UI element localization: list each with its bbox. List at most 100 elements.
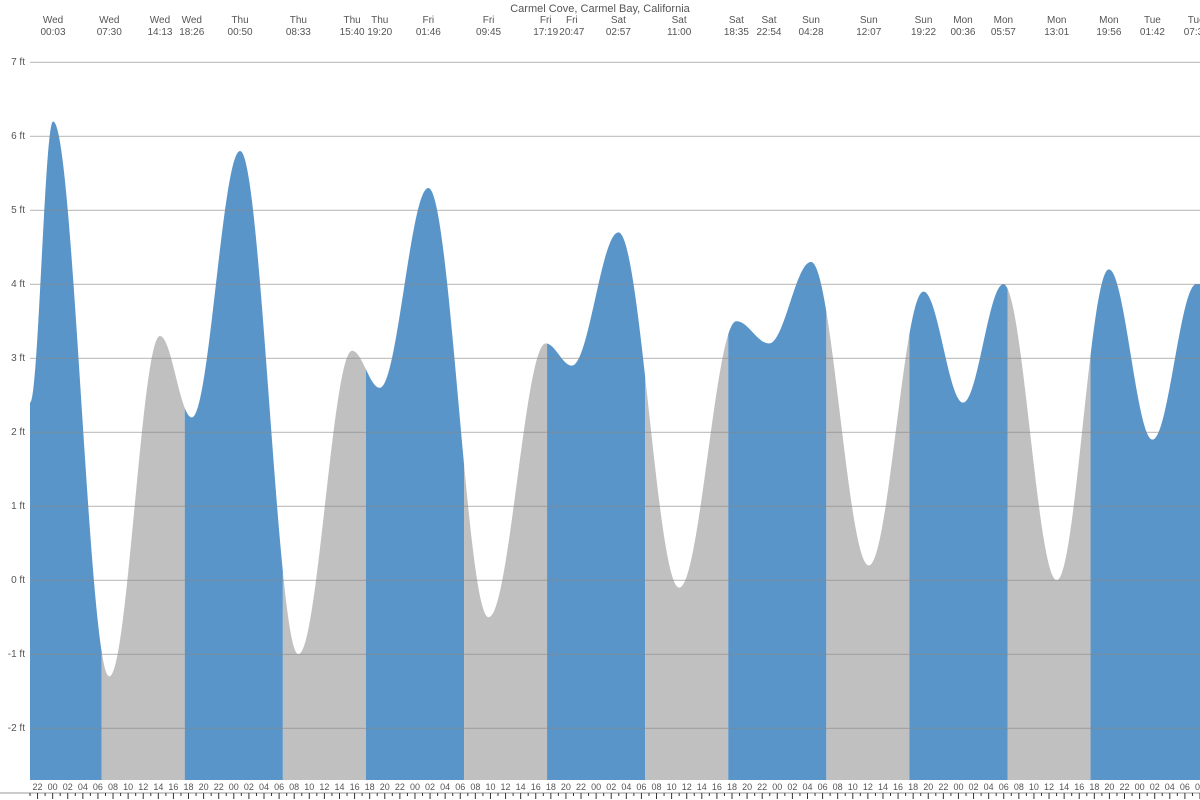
chart-title: Carmel Cove, Carmel Bay, California — [510, 3, 690, 15]
svg-text:11:00: 11:00 — [667, 27, 692, 38]
svg-text:04: 04 — [802, 782, 812, 792]
svg-text:-1 ft: -1 ft — [8, 649, 25, 660]
svg-text:19:56: 19:56 — [1096, 27, 1121, 38]
svg-text:14: 14 — [153, 782, 163, 792]
svg-text:02: 02 — [1150, 782, 1160, 792]
svg-text:22: 22 — [757, 782, 767, 792]
svg-text:20: 20 — [742, 782, 752, 792]
svg-text:02: 02 — [787, 782, 797, 792]
svg-text:12: 12 — [138, 782, 148, 792]
svg-text:00: 00 — [591, 782, 601, 792]
svg-text:20:47: 20:47 — [559, 27, 584, 38]
svg-text:18: 18 — [184, 782, 194, 792]
x-minor-ticks — [0, 793, 1200, 799]
svg-text:3 ft: 3 ft — [11, 353, 25, 364]
svg-text:10: 10 — [667, 782, 677, 792]
svg-text:04: 04 — [78, 782, 88, 792]
svg-text:06: 06 — [636, 782, 646, 792]
svg-text:Thu: Thu — [343, 15, 360, 26]
svg-text:16: 16 — [893, 782, 903, 792]
svg-text:02: 02 — [969, 782, 979, 792]
svg-text:Mon: Mon — [994, 15, 1013, 26]
svg-text:Sat: Sat — [611, 15, 626, 26]
svg-text:08:33: 08:33 — [286, 27, 311, 38]
svg-text:Mon: Mon — [953, 15, 972, 26]
svg-text:07:30: 07:30 — [1184, 27, 1200, 38]
svg-text:1 ft: 1 ft — [11, 501, 25, 512]
svg-text:22: 22 — [576, 782, 586, 792]
svg-text:22: 22 — [33, 782, 43, 792]
svg-text:4 ft: 4 ft — [11, 279, 25, 290]
svg-text:12: 12 — [501, 782, 511, 792]
svg-text:Sat: Sat — [761, 15, 776, 26]
chart-svg: -2 ft-1 ft0 ft1 ft2 ft3 ft4 ft5 ft6 ft7 … — [0, 0, 1200, 800]
svg-text:12: 12 — [1044, 782, 1054, 792]
svg-text:Thu: Thu — [290, 15, 307, 26]
svg-text:06: 06 — [1180, 782, 1190, 792]
svg-text:04: 04 — [259, 782, 269, 792]
svg-text:08: 08 — [289, 782, 299, 792]
svg-text:18: 18 — [727, 782, 737, 792]
svg-text:Fri: Fri — [422, 15, 434, 26]
svg-text:06: 06 — [455, 782, 465, 792]
svg-text:20: 20 — [561, 782, 571, 792]
svg-text:-2 ft: -2 ft — [8, 723, 25, 734]
svg-text:00:03: 00:03 — [41, 27, 66, 38]
svg-text:02: 02 — [606, 782, 616, 792]
svg-text:18: 18 — [1089, 782, 1099, 792]
svg-text:02: 02 — [63, 782, 73, 792]
svg-text:04: 04 — [1165, 782, 1175, 792]
svg-text:02: 02 — [244, 782, 254, 792]
svg-text:00: 00 — [48, 782, 58, 792]
svg-text:00:50: 00:50 — [228, 27, 253, 38]
svg-text:Sun: Sun — [915, 15, 933, 26]
svg-text:13:01: 13:01 — [1044, 27, 1069, 38]
svg-text:18:26: 18:26 — [179, 27, 204, 38]
svg-text:07:30: 07:30 — [97, 27, 122, 38]
svg-text:00: 00 — [1135, 782, 1145, 792]
x-hour-labels: 22 00 02 04 06 08 10 12 14 16 18 20 22 00 02 04 06 08 10 12… — [33, 782, 1200, 792]
svg-text:5 ft: 5 ft — [11, 205, 25, 216]
svg-text:04: 04 — [984, 782, 994, 792]
svg-text:08: 08 — [1014, 782, 1024, 792]
svg-text:14: 14 — [878, 782, 888, 792]
svg-text:Wed: Wed — [99, 15, 119, 26]
svg-text:0 ft: 0 ft — [11, 575, 25, 586]
svg-text:6 ft: 6 ft — [11, 131, 25, 142]
svg-text:10: 10 — [848, 782, 858, 792]
svg-text:06: 06 — [818, 782, 828, 792]
svg-text:Thu: Thu — [371, 15, 388, 26]
svg-text:00: 00 — [772, 782, 782, 792]
svg-text:10: 10 — [123, 782, 133, 792]
svg-text:Fri: Fri — [540, 15, 552, 26]
svg-text:14: 14 — [1059, 782, 1069, 792]
svg-text:05:57: 05:57 — [991, 27, 1016, 38]
svg-text:22: 22 — [938, 782, 948, 792]
svg-text:20: 20 — [1104, 782, 1114, 792]
svg-text:14:13: 14:13 — [147, 27, 172, 38]
svg-text:02: 02 — [425, 782, 435, 792]
svg-text:16: 16 — [1074, 782, 1084, 792]
svg-text:Fri: Fri — [566, 15, 578, 26]
svg-text:14: 14 — [334, 782, 344, 792]
svg-text:14: 14 — [697, 782, 707, 792]
svg-text:20: 20 — [923, 782, 933, 792]
svg-text:08: 08 — [652, 782, 662, 792]
svg-text:22:54: 22:54 — [756, 27, 781, 38]
svg-text:Wed: Wed — [150, 15, 170, 26]
svg-text:18: 18 — [365, 782, 375, 792]
svg-text:22: 22 — [1120, 782, 1130, 792]
svg-text:00: 00 — [410, 782, 420, 792]
svg-text:Sun: Sun — [802, 15, 820, 26]
svg-text:Sat: Sat — [729, 15, 744, 26]
svg-text:06: 06 — [274, 782, 284, 792]
svg-text:02:57: 02:57 — [606, 27, 631, 38]
svg-text:20: 20 — [199, 782, 209, 792]
svg-text:08: 08 — [1195, 782, 1200, 792]
svg-text:00: 00 — [953, 782, 963, 792]
svg-text:18: 18 — [546, 782, 556, 792]
svg-text:00: 00 — [229, 782, 239, 792]
svg-text:Wed: Wed — [182, 15, 202, 26]
svg-text:10: 10 — [485, 782, 495, 792]
tide-fill-bands — [30, 121, 1200, 780]
